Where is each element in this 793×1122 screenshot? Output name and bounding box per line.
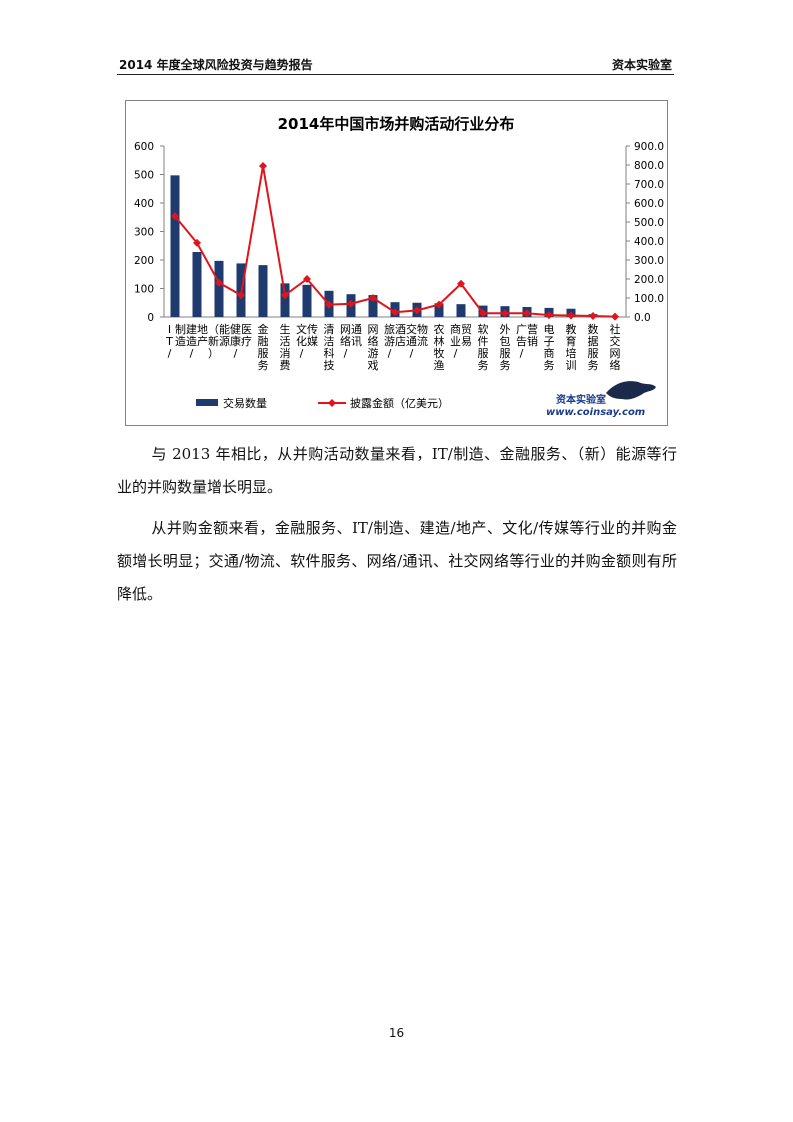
y-left-tick-label: 100 xyxy=(134,284,154,296)
header-report-title: 2014 年度全球风险投资与趋势报告 xyxy=(119,58,313,72)
category-label: 商业/贸易 xyxy=(450,322,472,360)
y-right-tick-label: 400.0 xyxy=(634,236,664,248)
page-number: 16 xyxy=(388,1026,405,1040)
category-labels: I T/制造建造/地产（新）能源健康/医疗金融服务生活消费文化/传媒清洁科技网络/… xyxy=(165,322,620,372)
page-header: 2014 年度全球风险投资与趋势报告 资本实验室 xyxy=(117,52,674,75)
category-label: 文化/传媒 xyxy=(296,322,318,360)
line-point xyxy=(237,291,245,300)
line-point xyxy=(589,312,597,321)
category-label: （新）能源 xyxy=(208,322,230,360)
line-point xyxy=(171,212,179,221)
line-point xyxy=(303,275,311,283)
y-left-tick-label: 400 xyxy=(134,198,154,210)
y-right-tick-label: 600.0 xyxy=(634,198,664,210)
chart-title: 2014年中国市场并购活动行业分布 xyxy=(278,115,515,133)
y-right-tick-label: 800.0 xyxy=(634,160,664,172)
category-label: 外包服务 xyxy=(500,323,511,372)
line-point xyxy=(523,309,531,318)
y-left-tick-label: 300 xyxy=(134,227,154,239)
bar xyxy=(170,175,180,317)
line-point xyxy=(347,299,355,308)
paragraph-1-text: 与 2013 年相比，从并购活动数量来看，IT/制造、金融服务、（新）能源等行业… xyxy=(117,445,677,496)
header-brand: 资本实验室 xyxy=(611,58,672,72)
y-right-tick-label: 700.0 xyxy=(634,179,664,191)
chart-container: 2014年中国市场并购活动行业分布 0 100 200 300 400 500 600 0.0… xyxy=(125,100,668,426)
y-right-tick-label: 200.0 xyxy=(634,274,664,286)
line-point xyxy=(545,311,553,320)
legend-swatch-marker xyxy=(328,399,336,407)
y-right-tick-label: 100.0 xyxy=(634,293,664,305)
line-point xyxy=(215,278,223,287)
chart-axes: 0 100 200 300 400 500 600 0.0 100.0 200.0 300.0 400… xyxy=(134,141,664,324)
bar xyxy=(368,295,378,317)
category-label: 社交网络 xyxy=(610,322,621,372)
category-label: 软件服务 xyxy=(478,322,489,372)
paragraph-2-text: 从并购金额来看，金融服务、IT/制造、建造/地产、文化/传媒等行业的并购金额增长… xyxy=(117,519,677,603)
line-point xyxy=(325,300,333,309)
logo-cn: 资本实验室 xyxy=(556,393,606,406)
category-label: 网络/通讯 xyxy=(340,323,362,360)
y-left-tick-label: 0 xyxy=(147,312,154,324)
category-label: 清洁科技 xyxy=(324,323,335,372)
line-point xyxy=(479,309,487,318)
line-point xyxy=(391,308,399,317)
line-series xyxy=(171,161,619,321)
legend-swatch-bar xyxy=(196,399,218,406)
category-label: I T/制造 xyxy=(165,323,186,360)
industry-ma-chart: 2014年中国市场并购活动行业分布 0 100 200 300 400 500 600 0.0… xyxy=(134,115,664,418)
category-label: 农林牧渔 xyxy=(434,322,445,372)
category-label: 旅游/酒店 xyxy=(384,322,406,360)
panther-icon xyxy=(606,381,656,400)
category-label: 健康/医疗 xyxy=(230,323,252,360)
category-label: 教育培训 xyxy=(566,323,577,372)
category-label: 广告/营销 xyxy=(516,322,538,360)
category-label: 数据服务 xyxy=(588,323,599,372)
line-point xyxy=(369,294,377,302)
y-left-tick-label: 500 xyxy=(134,170,154,182)
category-label: 交通/物流 xyxy=(406,322,428,360)
paragraph-2: 从并购金额来看，金融服务、IT/制造、建造/地产、文化/传媒等行业的并购金额增长… xyxy=(117,512,677,611)
bar xyxy=(192,252,202,317)
bar xyxy=(280,283,290,317)
category-label: 生活消费 xyxy=(280,322,291,372)
bar xyxy=(258,265,268,317)
category-label: 金融服务 xyxy=(258,322,269,372)
bar xyxy=(302,284,312,317)
line-point xyxy=(193,238,201,247)
y-right-tick-label: 900.0 xyxy=(634,141,664,153)
y-right-tick-label: 500.0 xyxy=(634,217,664,229)
legend-label-bar: 交易数量 xyxy=(223,396,267,410)
line-point xyxy=(435,300,443,309)
line-point xyxy=(567,311,575,320)
bar xyxy=(434,303,444,317)
paragraph-1: 与 2013 年相比，从并购活动数量来看，IT/制造、金融服务、（新）能源等行业… xyxy=(117,438,677,504)
category-label: 电子商务 xyxy=(544,323,555,372)
y-right-tick-label: 0.0 xyxy=(634,312,651,324)
line-point xyxy=(259,161,267,170)
line-point xyxy=(501,309,509,318)
line-point xyxy=(281,291,289,300)
line-point xyxy=(457,279,465,288)
bar xyxy=(456,304,466,317)
line-point xyxy=(611,312,619,321)
coinsay-logo: 资本实验室 www.coinsay.com xyxy=(546,381,656,418)
y-left-tick-label: 600 xyxy=(134,141,154,153)
category-label: 建造/地产 xyxy=(186,322,208,360)
y-right-tick-label: 300.0 xyxy=(634,255,664,267)
category-label: 网络游戏 xyxy=(368,323,379,372)
chart-legend: 交易数量 披露金额（亿美元） xyxy=(196,396,449,410)
y-left-tick-label: 200 xyxy=(134,255,154,267)
line-point xyxy=(413,306,421,315)
legend-label-line: 披露金额（亿美元） xyxy=(350,396,449,410)
bar xyxy=(214,260,224,317)
logo-url: www.coinsay.com xyxy=(546,407,645,418)
